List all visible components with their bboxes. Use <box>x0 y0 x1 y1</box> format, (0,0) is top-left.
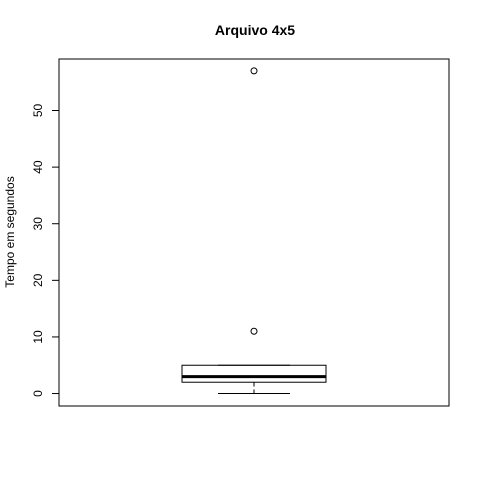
chart-title: Arquivo 4x5 <box>215 22 295 38</box>
y-tick-label: 0 <box>31 390 45 397</box>
plot-frame <box>59 59 449 406</box>
box-group <box>182 365 326 393</box>
y-tick-label: 30 <box>31 217 45 231</box>
y-tick-label: 40 <box>31 160 45 174</box>
y-tick-label: 20 <box>31 273 45 287</box>
outlier-point <box>251 68 257 74</box>
y-tick-label: 50 <box>31 104 45 118</box>
outlier-group <box>251 68 257 334</box>
y-axis-label: Tempo em segundos <box>3 176 17 287</box>
iqr-box <box>182 365 326 382</box>
y-tick-label: 10 <box>31 330 45 344</box>
outlier-point <box>251 328 257 334</box>
y-axis: 0 10 20 30 40 50 <box>31 104 59 397</box>
